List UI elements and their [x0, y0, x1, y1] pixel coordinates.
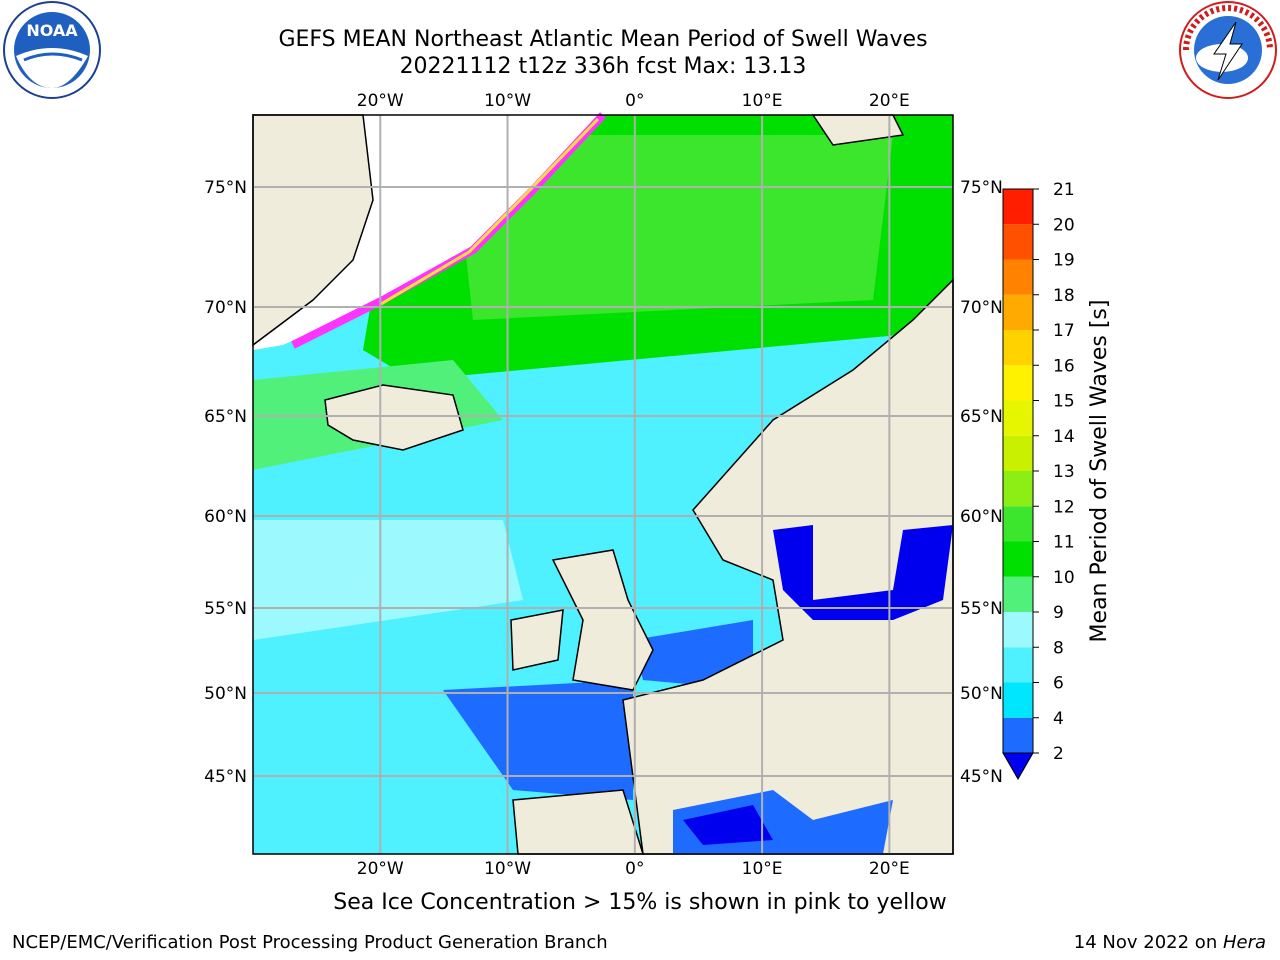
- footer-date: 14 Nov 2022 on Hera: [1074, 932, 1266, 953]
- left-lat-tick-4: 55°N: [204, 599, 247, 619]
- top-lon-tick-1: 10°W: [484, 91, 531, 111]
- swell-band-biscay: [443, 680, 633, 800]
- colorbar-bin-5: [1003, 541, 1033, 577]
- right-lat-tick-5: 50°N: [960, 684, 1003, 704]
- colorbar-tick-15: 20: [1053, 215, 1075, 235]
- colorbar-bin-7: [1003, 471, 1033, 507]
- right-lat-tick-3: 60°N: [960, 507, 1003, 527]
- sea-ice-caption: Sea Ice Concentration > 15% is shown in …: [333, 890, 947, 915]
- colorbar-bin-12: [1003, 294, 1033, 330]
- colorbar-tick-0: 2: [1053, 744, 1064, 764]
- colorbar-tick-4: 9: [1053, 603, 1064, 623]
- mediterranean-deep: [683, 805, 773, 845]
- top-lon-tick-3: 10°E: [742, 91, 783, 111]
- noaa-logo-icon: NOAA: [3, 1, 101, 99]
- map-title-line1: GEFS MEAN Northeast Atlantic Mean Period…: [278, 27, 928, 52]
- left-lat-tick-6: 45°N: [204, 767, 247, 787]
- colorbar-tick-2: 6: [1053, 674, 1064, 694]
- colorbar-bin-14: [1003, 224, 1033, 260]
- baltic-sea: [773, 525, 953, 620]
- bottom-lon-tick-2: 0°: [625, 859, 644, 879]
- colorbar-bin-10: [1003, 365, 1033, 401]
- footer-credit: NCEP/EMC/Verification Post Processing Pr…: [12, 932, 608, 953]
- colorbar-tick-3: 8: [1053, 638, 1064, 658]
- left-lat-tick-3: 60°N: [204, 507, 247, 527]
- colorbar-tick-1: 4: [1053, 709, 1064, 729]
- swell-band-8s: [253, 520, 523, 640]
- bottom-lon-tick-4: 20°E: [869, 859, 910, 879]
- colorbar-tick-10: 15: [1053, 392, 1075, 412]
- right-lat-tick-6: 45°N: [960, 767, 1003, 787]
- map-title-line2: 20221112 t12z 336h fcst Max: 13.13: [399, 54, 807, 79]
- colorbar-tick-11: 16: [1053, 356, 1075, 376]
- colorbar-tick-8: 13: [1053, 462, 1075, 482]
- top-lon-tick-2: 0°: [625, 91, 644, 111]
- left-lat-tick-0: 75°N: [204, 178, 247, 198]
- nws-logo-icon: [1179, 1, 1277, 99]
- colorbar-tick-14: 19: [1053, 251, 1075, 271]
- footer-host: Hera: [1222, 932, 1266, 953]
- map-frame: [252, 114, 954, 855]
- left-lat-tick-2: 65°N: [204, 407, 247, 427]
- colorbar-tick-16: 21: [1053, 180, 1075, 200]
- colorbar-bin-9: [1003, 400, 1033, 436]
- colorbar-bin-4: [1003, 576, 1033, 612]
- right-lat-tick-2: 65°N: [960, 407, 1003, 427]
- noaa-logo-text: NOAA: [26, 21, 78, 40]
- great-britain-land: [551, 549, 654, 691]
- top-lon-tick-0: 20°W: [357, 91, 404, 111]
- colorbar-bin-8: [1003, 435, 1033, 471]
- sea-ice-edge-yellow: [380, 117, 600, 306]
- colorbar-label: Mean Period of Swell Waves [s]: [1087, 300, 1112, 643]
- ireland-land: [510, 609, 564, 671]
- colorbar-bin-1: [1003, 682, 1033, 718]
- colorbar-bin-0: [1003, 717, 1033, 753]
- colorbar-bin-15: [1003, 189, 1033, 225]
- colorbar-tick-7: 12: [1053, 497, 1075, 517]
- footer-date-text: 14 Nov 2022 on: [1073, 932, 1223, 953]
- right-lat-tick-1: 70°N: [960, 298, 1003, 318]
- right-lat-tick-0: 75°N: [960, 178, 1003, 198]
- iberia-land: [512, 789, 645, 855]
- colorbar-bin-13: [1003, 259, 1033, 295]
- colorbar-bin-2: [1003, 647, 1033, 683]
- left-lat-tick-5: 50°N: [204, 684, 247, 704]
- iceland-land: [324, 384, 464, 451]
- colorbar-under-arrow: [1002, 752, 1034, 781]
- bottom-lon-tick-0: 20°W: [357, 859, 404, 879]
- top-lon-tick-4: 20°E: [869, 91, 910, 111]
- right-lat-tick-4: 55°N: [960, 599, 1003, 619]
- colorbar-bin-6: [1003, 506, 1033, 542]
- colorbar-bin-3: [1003, 612, 1033, 648]
- colorbar-tick-5: 10: [1053, 568, 1075, 588]
- bottom-lon-tick-3: 10°E: [742, 859, 783, 879]
- colorbar-bin-11: [1003, 330, 1033, 366]
- colorbar-tick-9: 14: [1053, 427, 1075, 447]
- left-lat-tick-1: 70°N: [204, 298, 247, 318]
- bottom-lon-tick-1: 10°W: [484, 859, 531, 879]
- colorbar-tick-6: 11: [1053, 533, 1075, 553]
- colorbar-tick-13: 18: [1053, 286, 1075, 306]
- swell-band-11s: [453, 135, 893, 320]
- colorbar-tick-12: 17: [1053, 321, 1075, 341]
